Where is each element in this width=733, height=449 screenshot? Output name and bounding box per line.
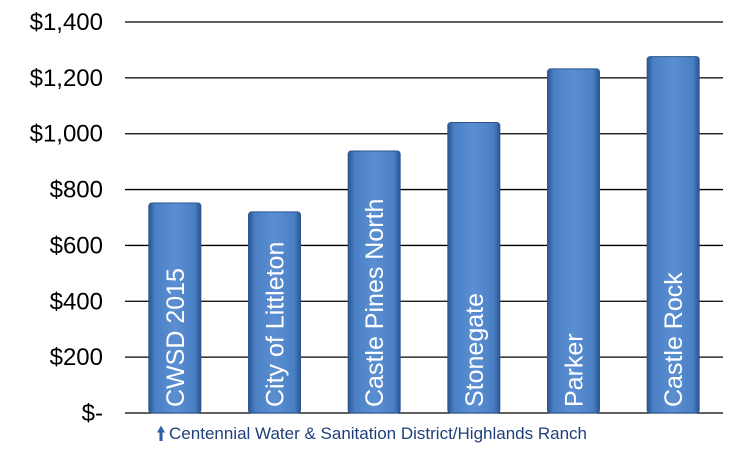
bars — [148, 56, 700, 414]
y-axis-tick-labels: $- $200 $400 $600 $800 $1,000 $1,200 $1,400 — [30, 9, 103, 427]
bar — [148, 202, 202, 414]
y-tick-label: $200 — [50, 344, 103, 371]
y-tick-label: $800 — [50, 177, 103, 204]
bar-category-label: Castle Pines North — [361, 199, 389, 407]
y-tick-label: $- — [82, 400, 103, 427]
bar — [347, 150, 401, 414]
bar — [547, 68, 600, 414]
bar-labels: CWSD 2015 City of Littleton Castle Pines N… — [162, 199, 688, 407]
bar-category-label: City of Littleton — [262, 242, 290, 407]
bar-category-label: Parker — [561, 333, 589, 407]
footnote: 🠙 Centennial Water & Sanitation District… — [156, 424, 587, 444]
bar-category-label: Castle Rock — [660, 272, 688, 407]
bar — [447, 122, 501, 414]
bar-category-label: Stonegate — [461, 293, 489, 407]
y-tick-label: $1,200 — [30, 65, 103, 92]
gridlines — [125, 21, 723, 414]
bar — [646, 56, 700, 414]
y-tick-label: $1,400 — [30, 9, 103, 36]
y-tick-label: $600 — [50, 232, 103, 259]
up-arrow-icon: 🠙 — [156, 423, 167, 445]
footnote-text: Centennial Water & Sanitation District/H… — [169, 424, 587, 443]
bar — [248, 211, 301, 414]
y-tick-label: $1,000 — [30, 121, 103, 148]
bar-category-label: CWSD 2015 — [162, 268, 190, 407]
y-tick-label: $400 — [50, 288, 103, 315]
